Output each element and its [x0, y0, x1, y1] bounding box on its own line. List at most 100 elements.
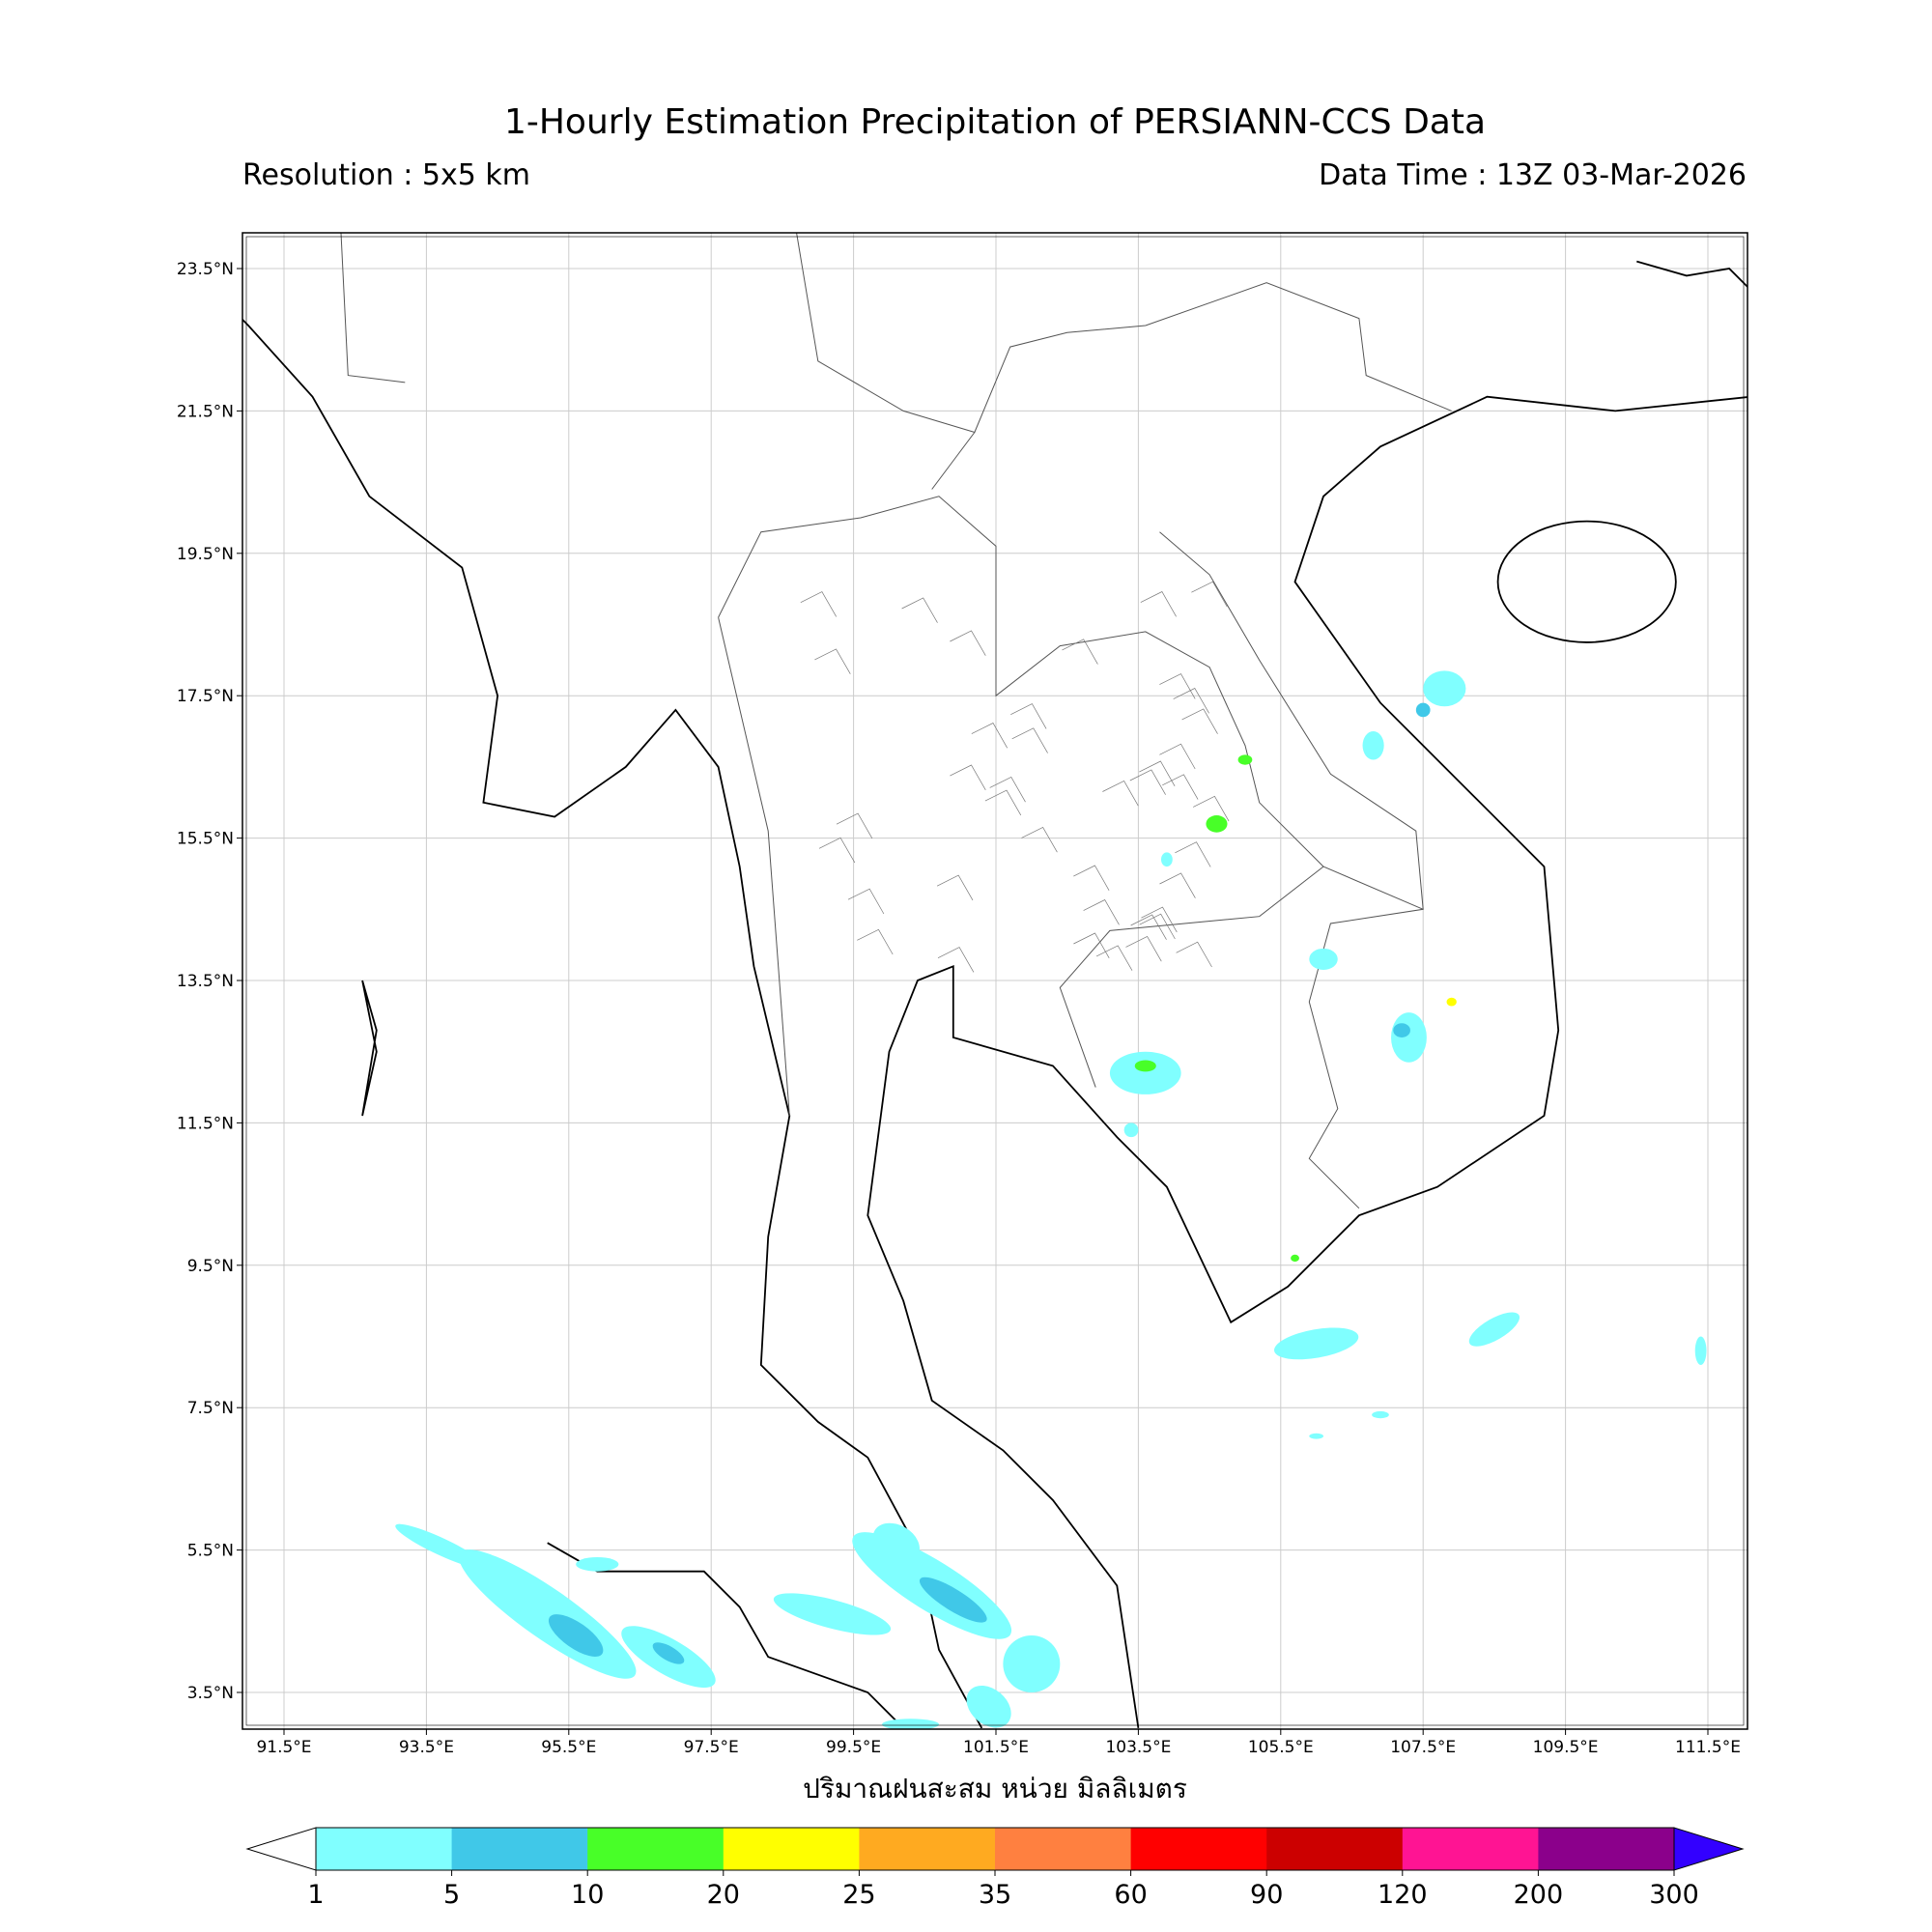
lon-tick-label: 99.5°E — [826, 1738, 881, 1757]
country-border — [1160, 532, 1424, 1208]
province-border — [801, 592, 837, 617]
lon-tick-label: 95.5°E — [541, 1738, 596, 1757]
colorbar-swatch — [452, 1828, 588, 1870]
colorbar-swatch — [587, 1828, 724, 1870]
province-border — [902, 598, 938, 623]
precipitation-area — [1206, 815, 1227, 833]
precipitation-area — [1309, 1434, 1323, 1439]
province-border — [1073, 866, 1109, 891]
lat-tick-label: 13.5°N — [177, 972, 234, 991]
precipitation-area — [576, 1557, 618, 1572]
colorbar-swatch — [1266, 1828, 1403, 1870]
colorbar-label: 90 — [1250, 1880, 1283, 1910]
precipitation-area — [392, 1518, 490, 1576]
province-border — [1159, 744, 1195, 769]
province-border — [1159, 674, 1195, 699]
lon-tick-label: 93.5°E — [399, 1738, 454, 1757]
province-border — [972, 724, 1008, 749]
province-border — [1126, 936, 1162, 961]
coastline — [1636, 262, 1750, 291]
province-border — [1084, 900, 1120, 925]
lat-tick-label: 17.5°N — [177, 687, 234, 706]
hainan-island — [1498, 522, 1676, 642]
province-border — [1182, 709, 1218, 734]
province-border — [1096, 946, 1132, 971]
country-border — [797, 233, 1452, 432]
precipitation-area — [1003, 1635, 1060, 1692]
coastline — [867, 397, 1750, 1728]
colorbar-swatch — [859, 1828, 995, 1870]
lat-tick-label: 3.5°N — [187, 1684, 234, 1703]
lat-tick-label: 15.5°N — [177, 830, 234, 849]
precipitation-area — [1161, 852, 1173, 867]
precipitation-area — [1393, 1023, 1410, 1037]
province-border — [1191, 582, 1227, 607]
precipitation-area — [770, 1584, 895, 1643]
province-border — [1102, 781, 1138, 806]
province-border — [950, 765, 985, 790]
colorbar-label: 1 — [307, 1880, 324, 1910]
colorbar-swatch — [724, 1828, 860, 1870]
province-border — [950, 631, 985, 656]
province-border — [1175, 842, 1210, 867]
precipitation-area — [1309, 949, 1337, 970]
colorbar-label: 120 — [1378, 1880, 1428, 1910]
precipitation-area — [1363, 731, 1384, 759]
province-border — [1160, 873, 1196, 898]
precipitation-area — [1423, 670, 1465, 706]
precipitation-area — [1416, 703, 1431, 718]
country-border — [719, 617, 790, 1116]
lon-tick-label: 111.5°E — [1675, 1738, 1741, 1757]
precipitation-area — [1272, 1322, 1361, 1365]
coastline — [362, 980, 377, 1116]
province-border — [937, 875, 973, 900]
province-border — [837, 813, 872, 838]
colorbar-label: 300 — [1649, 1880, 1699, 1910]
precipitation-area — [1391, 1012, 1427, 1063]
colorbar-over-triangle — [1674, 1828, 1743, 1870]
precipitation-area — [1464, 1306, 1524, 1353]
province-border — [1177, 942, 1212, 967]
lat-tick-label: 5.5°N — [187, 1542, 234, 1561]
lat-tick-label: 19.5°N — [177, 545, 234, 564]
coastline — [242, 319, 982, 1728]
province-border — [1130, 770, 1166, 795]
colorbar-label: 60 — [1114, 1880, 1147, 1910]
lat-tick-label: 9.5°N — [187, 1257, 234, 1276]
colorbar-swatch — [995, 1828, 1131, 1870]
colorbar-under-triangle — [247, 1828, 316, 1870]
colorbar-label: 25 — [842, 1880, 875, 1910]
colorbar-swatch — [1403, 1828, 1539, 1870]
country-border — [719, 497, 1323, 1088]
colorbar-label: 20 — [707, 1880, 740, 1910]
province-border — [1162, 775, 1198, 800]
lon-tick-label: 107.5°E — [1390, 1738, 1456, 1757]
precipitation-area — [1447, 998, 1457, 1007]
precipitation-area — [958, 1677, 1019, 1736]
colorbar-swatch — [316, 1828, 452, 1870]
precipitation-area — [1372, 1411, 1389, 1418]
lon-tick-label: 103.5°E — [1105, 1738, 1171, 1757]
map-content — [242, 233, 1750, 1736]
country-border — [341, 233, 405, 383]
lat-tick-label: 7.5°N — [187, 1399, 234, 1418]
precipitation-area — [1135, 1061, 1156, 1072]
lon-tick-label: 97.5°E — [684, 1738, 739, 1757]
province-border — [990, 777, 1026, 802]
province-border — [814, 649, 850, 674]
colorbar-label: 10 — [571, 1880, 604, 1910]
province-border — [1141, 907, 1177, 932]
country-border — [932, 433, 975, 490]
province-border — [1141, 592, 1177, 617]
country-border — [1323, 867, 1423, 909]
colorbar-label: 5 — [443, 1880, 460, 1910]
lat-tick-label: 23.5°N — [177, 260, 234, 279]
province-border — [1010, 704, 1046, 729]
lon-tick-label: 101.5°E — [963, 1738, 1029, 1757]
precipitation-area — [1291, 1255, 1299, 1262]
lat-tick-label: 21.5°N — [177, 402, 234, 421]
province-border — [985, 790, 1021, 815]
lon-tick-label: 91.5°E — [256, 1738, 311, 1757]
precipitation-area — [1110, 1052, 1181, 1094]
